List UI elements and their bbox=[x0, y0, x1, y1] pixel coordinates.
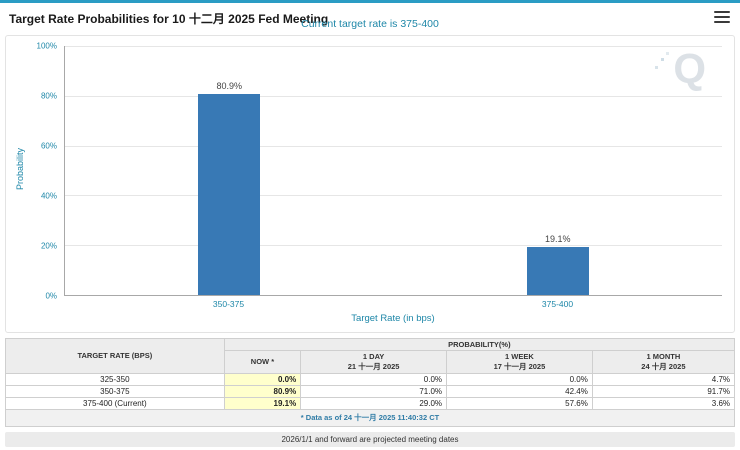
bar[interactable] bbox=[526, 247, 589, 295]
probability-table: TARGET RATE (BPS) PROBABILITY(%) NOW * 1… bbox=[5, 338, 736, 427]
col-header-1week-label: 1 WEEK bbox=[505, 352, 534, 361]
y-tick-label: 0% bbox=[45, 291, 57, 301]
hamburger-icon bbox=[714, 21, 730, 23]
month-prob-cell: 91.7% bbox=[591, 384, 736, 398]
gridline bbox=[65, 95, 722, 97]
quikstrike-watermark: Q bbox=[661, 45, 706, 92]
col-header-1week: 1 WEEK 17 十一月 2025 bbox=[446, 350, 593, 374]
col-header-now-label: NOW * bbox=[250, 356, 275, 366]
plot-area: 80.9% 19.1% Q bbox=[64, 46, 722, 296]
col-header-1week-date: 17 十一月 2025 bbox=[493, 361, 546, 371]
y-axis-title: Probability bbox=[15, 147, 25, 191]
y-tick-label: 60% bbox=[40, 141, 57, 151]
week-prob-cell: 42.4% bbox=[446, 384, 593, 398]
day-prob-cell: 0.0% bbox=[300, 372, 448, 386]
col-header-target-rate: TARGET RATE (BPS) bbox=[5, 338, 225, 374]
hamburger-icon bbox=[714, 11, 730, 13]
data-asof-note: * Data as of 24 十一月 2025 11:40:32 CT bbox=[5, 408, 735, 427]
x-tick-labels: 350-375 375-400 bbox=[64, 296, 722, 310]
bar[interactable] bbox=[198, 93, 261, 295]
col-header-1day-label: 1 DAY bbox=[362, 352, 385, 361]
col-header-probability: PROBABILITY(%) bbox=[223, 338, 736, 351]
table-row: 350-375 80.9% 71.0% 42.4% 91.7% bbox=[5, 384, 736, 398]
bar-value-label: 80.9% bbox=[216, 80, 243, 91]
x-tick-label: 375-400 bbox=[541, 299, 574, 309]
col-header-1month-label: 1 MONTH bbox=[646, 352, 681, 361]
gridline bbox=[65, 46, 722, 47]
gridline bbox=[65, 145, 722, 147]
target-rate-cell: 325-350 bbox=[5, 372, 225, 386]
now-prob-cell: 80.9% bbox=[223, 384, 302, 398]
y-tick-label: 80% bbox=[40, 91, 57, 101]
chart-body: 100% 80% 60% 40% 20% 0% 80.9% 19.1% Q bbox=[28, 42, 722, 301]
menu-button[interactable] bbox=[714, 11, 730, 26]
month-prob-cell: 3.6% bbox=[591, 396, 736, 410]
y-axis-ticks: 100% 80% 60% 40% 20% 0% bbox=[28, 42, 64, 301]
current-rate-subtitle: Current target rate is 375-400 bbox=[301, 18, 439, 30]
week-prob-cell: 0.0% bbox=[446, 372, 593, 386]
y-tick-label: 20% bbox=[40, 241, 57, 251]
bar-value-label: 19.1% bbox=[544, 234, 571, 245]
header: Target Rate Probabilities for 10 十二月 202… bbox=[0, 3, 740, 33]
x-tick-label: 350-375 bbox=[212, 299, 245, 309]
col-header-1day: 1 DAY 21 十一月 2025 bbox=[300, 350, 448, 374]
day-prob-cell: 71.0% bbox=[300, 384, 448, 398]
now-prob-cell: 0.0% bbox=[223, 372, 302, 386]
col-header-now: NOW * bbox=[223, 350, 302, 374]
x-axis-title: Target Rate (in bps) bbox=[351, 313, 435, 324]
page-title: Target Rate Probabilities for 10 十二月 202… bbox=[9, 12, 329, 26]
now-prob-cell: 19.1% bbox=[223, 396, 302, 410]
bar-slot: 80.9% bbox=[65, 46, 394, 295]
gridline bbox=[65, 245, 722, 247]
gridline bbox=[65, 195, 722, 197]
month-prob-cell: 4.7% bbox=[591, 372, 736, 386]
top-accent-bar bbox=[0, 0, 740, 3]
week-prob-cell: 57.6% bbox=[446, 396, 593, 410]
day-prob-cell: 29.0% bbox=[300, 396, 448, 410]
target-rate-cell: 350-375 bbox=[5, 384, 225, 398]
col-header-1month-date: 24 十月 2025 bbox=[641, 361, 686, 371]
probability-chart: Probability 100% 80% 60% 40% 20% 0% 80.9% 19.1… bbox=[5, 35, 735, 333]
hamburger-icon bbox=[714, 16, 730, 18]
col-header-1day-date: 21 十一月 2025 bbox=[347, 361, 400, 371]
bars-row: 80.9% 19.1% bbox=[65, 46, 722, 295]
y-tick-label: 100% bbox=[36, 41, 57, 51]
table-row: 325-350 0.0% 0.0% 0.0% 4.7% bbox=[5, 372, 736, 386]
col-header-1month: 1 MONTH 24 十月 2025 bbox=[591, 350, 736, 374]
bar-slot: 19.1% bbox=[394, 46, 723, 295]
projected-dates-note: 2026/1/1 and forward are projected meeti… bbox=[5, 431, 735, 447]
target-rate-cell: 375-400 (Current) bbox=[5, 396, 225, 410]
watermark-sparkle-icon bbox=[661, 58, 665, 61]
table-row: 375-400 (Current) 19.1% 29.0% 57.6% 3.6% bbox=[5, 396, 736, 410]
table-footer-row: * Data as of 24 十一月 2025 11:40:32 CT bbox=[5, 408, 735, 427]
watermark-q-logo: Q bbox=[673, 45, 706, 92]
y-tick-label: 40% bbox=[40, 191, 57, 201]
